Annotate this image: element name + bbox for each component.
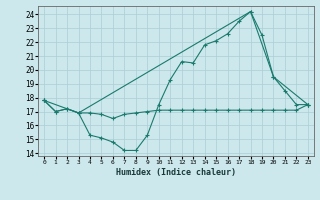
X-axis label: Humidex (Indice chaleur): Humidex (Indice chaleur) bbox=[116, 168, 236, 177]
